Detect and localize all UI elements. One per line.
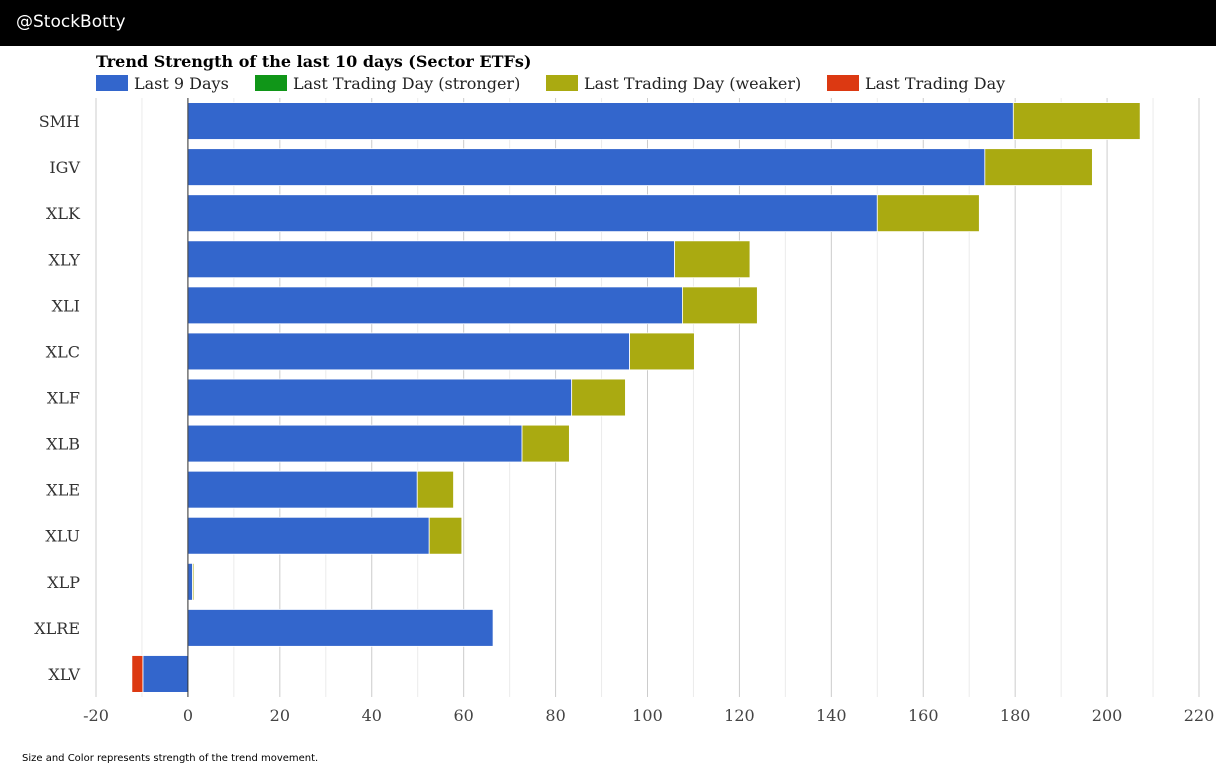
trend-strength-chart: SMH IGV XLK XLY XLI XLC XLF XLB XLE XLU XLP XLRE XLV… [34, 52, 1215, 725]
x-tick-label: 40 [362, 706, 382, 725]
bar-xlp [187, 562, 193, 601]
x-tick-label: 160 [908, 706, 939, 725]
bar-smh [187, 102, 1014, 140]
legend-label: Last Trading Day (weaker) [584, 74, 801, 93]
bar-xlu [428, 516, 463, 555]
category-label: XLB [46, 435, 80, 454]
bar-xli [187, 286, 683, 325]
legend-swatch [255, 75, 287, 91]
x-tick-label: 140 [816, 706, 847, 725]
bar-xlv [131, 655, 144, 693]
category-label: XLU [45, 527, 80, 546]
category-label: XLRE [34, 619, 80, 638]
legend-label: Last 9 Days [134, 74, 229, 93]
category-label: XLE [46, 481, 80, 500]
bar-xlp [192, 562, 195, 601]
legend-swatch [96, 75, 128, 91]
bar-igv [984, 148, 1093, 186]
legend-swatch [827, 75, 859, 91]
bar-xlf [571, 378, 626, 417]
bar-xlc [187, 332, 630, 371]
bar-xly [674, 240, 751, 279]
bar-xlc [629, 332, 695, 371]
legend-label: Last Trading Day [865, 74, 1005, 93]
bar-xlk [876, 194, 980, 233]
header-bar: @StockBotty [0, 0, 1216, 46]
category-label: IGV [49, 158, 80, 177]
bar-xle [187, 470, 418, 509]
x-tick-label: 200 [1092, 706, 1123, 725]
bar-xli [682, 286, 758, 325]
bar-igv [187, 148, 986, 186]
x-tick-label: 100 [632, 706, 663, 725]
bar-xlu [187, 516, 430, 555]
bar-xlf [187, 378, 573, 417]
category-label: XLF [47, 389, 80, 408]
bar-xlb [521, 424, 570, 463]
category-label: XLC [46, 342, 80, 361]
legend-label: Last Trading Day (stronger) [293, 74, 520, 93]
bar-xle [416, 470, 454, 509]
x-tick-label: 20 [270, 706, 290, 725]
bar-xlb [187, 424, 523, 463]
category-label: XLY [48, 250, 80, 269]
x-tick-label: 60 [453, 706, 473, 725]
category-label: XLP [47, 573, 80, 592]
category-label: SMH [39, 112, 80, 131]
x-tick-label: 120 [724, 706, 755, 725]
category-label: XLI [52, 296, 80, 315]
account-handle: @StockBotty [16, 12, 126, 32]
legend-swatch [546, 75, 578, 91]
chart-title: Trend Strength of the last 10 days (Sect… [96, 52, 531, 71]
x-tick-label: 180 [1000, 706, 1031, 725]
bar-xlv [142, 655, 189, 693]
bar-xly [187, 240, 676, 279]
x-tick-label: 0 [183, 706, 193, 725]
x-tick-label: 220 [1184, 706, 1215, 725]
bar-smh [1012, 102, 1141, 140]
category-label: XLK [46, 204, 81, 223]
x-tick-label: 80 [545, 706, 565, 725]
bar-xlre [187, 609, 494, 647]
bar-xlk [187, 194, 878, 233]
x-tick-label: -20 [83, 706, 109, 725]
footnote: Size and Color represents strength of th… [22, 753, 319, 764]
category-label: XLV [48, 665, 80, 684]
